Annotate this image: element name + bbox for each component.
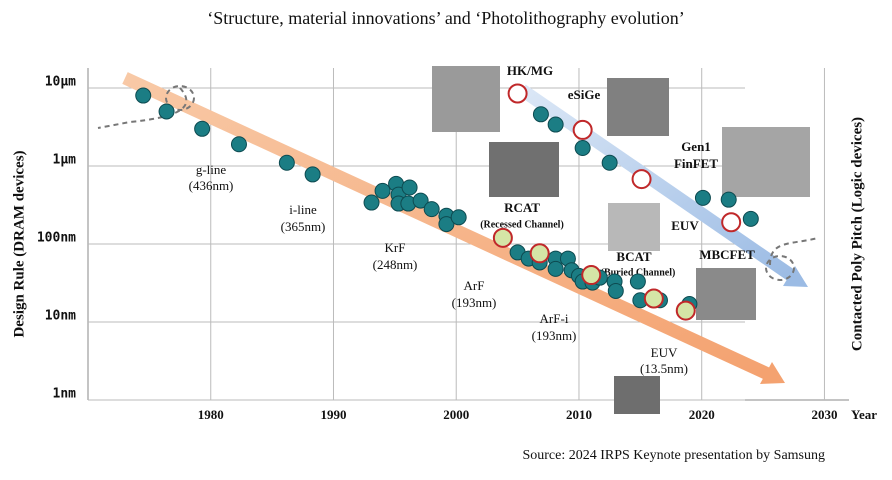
annotation: eSiGe <box>568 87 601 102</box>
annotation: RCAT <box>504 200 540 215</box>
dashed-arrow <box>97 87 188 129</box>
data-point <box>374 182 391 199</box>
annotation: BCAT <box>616 249 651 264</box>
data-point <box>450 209 467 226</box>
data-point <box>629 273 646 290</box>
data-point <box>532 106 549 123</box>
annotation: (248nm) <box>373 257 418 272</box>
annotation: ArF <box>464 278 485 293</box>
data-point <box>581 265 602 286</box>
photo-euv <box>614 376 660 414</box>
data-point <box>631 169 652 190</box>
annotation: (193nm) <box>452 295 497 310</box>
annotation: FinFET <box>674 156 718 171</box>
data-point <box>492 227 513 248</box>
data-point <box>423 201 440 218</box>
data-point <box>507 83 528 104</box>
photo-finfet <box>722 127 810 197</box>
photo-bcat <box>608 203 660 251</box>
y-tick-label: 1μm <box>53 153 77 168</box>
data-point <box>601 154 618 171</box>
photo-esige <box>607 78 669 136</box>
y-axis-label: Design Rule (DRAM devices) <box>11 150 27 337</box>
data-point <box>607 282 624 299</box>
x-tick-label: 2030 <box>811 407 837 422</box>
annotation: (436nm) <box>189 178 234 193</box>
annotation: g-line <box>196 162 227 177</box>
data-point <box>720 191 737 208</box>
annotation: Gen1 <box>681 139 711 154</box>
data-point <box>547 116 564 133</box>
y-tick-label: 100nm <box>37 231 76 246</box>
data-point <box>401 179 418 196</box>
annotation: i-line <box>289 202 317 217</box>
photo-rcat <box>489 142 559 197</box>
y2-axis-label: Contacted Poly Pitch (Logic devices) <box>849 117 865 351</box>
data-point <box>230 136 247 153</box>
annotation: HK/MG <box>507 63 553 78</box>
dashed-circle <box>765 255 795 281</box>
data-point <box>438 216 455 233</box>
x-tick-label: 2020 <box>689 407 715 422</box>
data-point <box>643 288 664 309</box>
data-point <box>572 119 593 140</box>
data-point <box>742 210 759 227</box>
trend-arrow <box>518 84 799 284</box>
annotation: ArF-i <box>540 311 569 326</box>
annotation: (365nm) <box>281 219 326 234</box>
annotation: EUV <box>671 218 699 233</box>
dashed-circle <box>165 85 195 111</box>
chart-title: ‘Structure, material innovations’ and ‘P… <box>207 8 685 28</box>
annotation: EUV <box>651 345 678 360</box>
annotation: (193nm) <box>532 328 577 343</box>
annotation: (Buried Channel) <box>601 267 676 278</box>
x-tick-label: 2010 <box>566 407 592 422</box>
data-point <box>135 87 152 104</box>
y-tick-label: 10μm <box>45 75 76 90</box>
photo-mbcfet <box>696 268 756 320</box>
data-point <box>721 212 742 233</box>
data-point <box>304 166 321 183</box>
data-point <box>694 189 711 206</box>
y-tick-label: 1nm <box>53 387 77 402</box>
data-point <box>675 300 696 321</box>
data-point <box>574 140 591 157</box>
data-point <box>278 154 295 171</box>
data-point <box>547 260 564 277</box>
x-tick-label: 1990 <box>320 407 346 422</box>
data-point <box>158 103 175 120</box>
data-point <box>412 192 429 209</box>
arrow-head <box>760 362 785 384</box>
annotation: MBCFET <box>699 247 755 262</box>
source-note: Source: 2024 IRPS Keynote presentation b… <box>522 448 825 463</box>
x-tick-label: 1980 <box>198 407 224 422</box>
data-points <box>135 83 759 321</box>
photo-hkmg <box>432 66 500 132</box>
data-point <box>194 120 211 137</box>
annotation: (Recessed Channel) <box>480 219 564 230</box>
x-tick-label: 2000 <box>443 407 469 422</box>
y-tick-label: 10nm <box>45 309 76 324</box>
arrow-head <box>783 266 808 287</box>
annotation: (13.5nm) <box>640 361 688 376</box>
annotation: KrF <box>385 240 406 255</box>
x-axis-label: Year <box>851 407 877 422</box>
data-point <box>529 243 550 264</box>
data-point <box>363 194 380 211</box>
